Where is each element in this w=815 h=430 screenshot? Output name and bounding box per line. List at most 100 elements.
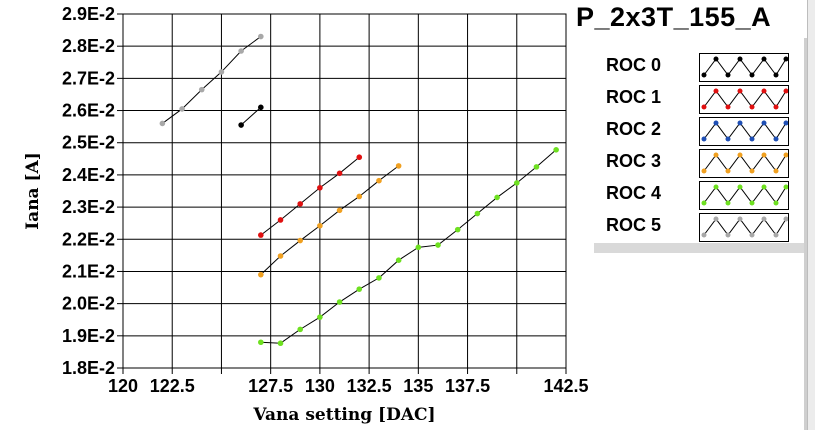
chart-title: P_2x3T_155_A <box>576 2 772 32</box>
series-line <box>260 165 399 276</box>
data-point <box>198 86 205 93</box>
legend-swatch-marker <box>713 216 719 222</box>
legend-swatch <box>699 181 789 210</box>
legend-swatch-marker <box>737 88 743 94</box>
legend-label: ROC 2 <box>606 119 662 139</box>
data-point <box>258 232 264 238</box>
y-axis-title: Iana [A] <box>23 152 43 230</box>
x-tick-label: 120 <box>108 376 138 396</box>
y-tick-label: 2.3E-2 <box>62 197 115 217</box>
legend-swatch-marker <box>749 104 755 110</box>
y-tick-label: 2.9E-2 <box>62 4 115 24</box>
legend-swatch-marker <box>725 136 731 142</box>
y-tick-label: 2.6E-2 <box>62 101 115 121</box>
data-point <box>474 210 481 217</box>
legend-label: ROC 5 <box>606 215 662 235</box>
legend-swatch-marker <box>783 56 789 62</box>
series-roc-5 <box>159 33 264 127</box>
data-point <box>258 271 264 278</box>
legend-swatch-marker <box>701 200 707 206</box>
data-point <box>533 164 540 170</box>
y-tick-label: 1.8E-2 <box>62 358 115 378</box>
x-tick-label: 135 <box>403 376 433 396</box>
data-point <box>395 257 402 263</box>
data-point <box>336 170 343 177</box>
data-point <box>179 106 185 112</box>
data-point <box>218 69 225 75</box>
legend-swatch <box>699 85 789 114</box>
legend-swatch-marker <box>749 136 755 142</box>
y-tick-label: 1.9E-2 <box>62 326 115 346</box>
legend-swatch-marker <box>761 184 767 190</box>
x-tick-label: 142.5 <box>543 376 588 396</box>
x-tick-label: 132.5 <box>347 376 392 396</box>
y-tick-label: 2.4E-2 <box>62 165 115 185</box>
data-point <box>277 340 284 347</box>
legend-swatch-marker <box>737 184 743 190</box>
legend-swatch-marker <box>701 136 707 142</box>
legend-swatch-marker <box>737 216 743 222</box>
legend-item-roc-1: ROC 1 <box>596 81 796 114</box>
legend-swatch-marker <box>713 152 719 158</box>
data-point <box>258 33 264 40</box>
data-point <box>553 147 559 153</box>
series-line <box>162 36 262 124</box>
x-tick-label: 122.5 <box>150 376 195 396</box>
legend-swatch-line <box>703 58 787 76</box>
data-point <box>376 177 382 184</box>
legend-item-roc-0: ROC 0 <box>596 49 796 82</box>
x-tick-label: 127.5 <box>248 376 293 396</box>
legend-swatch-marker <box>761 216 767 222</box>
legend-swatch-marker <box>761 88 767 94</box>
legend-scrollbar[interactable] <box>807 0 815 430</box>
legend-item-roc-3: ROC 3 <box>596 145 796 178</box>
legend-swatch-line <box>703 154 787 172</box>
data-point <box>258 339 264 346</box>
data-point <box>297 237 304 244</box>
legend-label: ROC 3 <box>606 151 662 171</box>
data-point <box>277 253 284 259</box>
legend-swatch-marker <box>749 72 755 78</box>
y-tick-label: 2.2E-2 <box>62 229 115 249</box>
legend-swatch-line <box>703 218 787 236</box>
legend-panel-edge <box>804 38 807 430</box>
legend-swatch-marker <box>761 56 767 62</box>
data-point <box>277 217 284 223</box>
legend-swatch <box>699 117 789 146</box>
legend-swatch-marker <box>701 104 707 110</box>
legend-label: ROC 0 <box>606 55 662 75</box>
legend-swatch-marker <box>761 152 767 158</box>
legend-item-roc-4: ROC 4 <box>596 177 796 210</box>
data-point <box>513 180 520 186</box>
y-tick-label: 2.5E-2 <box>62 133 115 153</box>
data-point <box>238 48 244 54</box>
plot-grid <box>122 13 567 369</box>
legend-label: ROC 1 <box>606 87 662 107</box>
data-point <box>395 163 402 169</box>
series-roc-1 <box>258 154 363 238</box>
legend-swatch-marker <box>725 200 731 206</box>
legend-item-roc-2: ROC 2 <box>596 113 796 146</box>
legend-panel-divider <box>594 243 804 253</box>
data-point <box>317 222 323 229</box>
series-roc-3 <box>258 163 402 278</box>
data-point <box>494 194 500 201</box>
data-point <box>238 122 244 128</box>
data-point <box>454 226 461 233</box>
y-tick-label: 2.8E-2 <box>62 36 115 56</box>
series-roc-4 <box>258 147 559 347</box>
legend-swatch-marker <box>725 232 731 238</box>
data-point <box>356 154 363 161</box>
y-tick-label: 2.1E-2 <box>62 261 115 281</box>
plot-area <box>122 13 567 369</box>
data-point <box>297 326 304 333</box>
x-tick-label: 137.5 <box>445 376 490 396</box>
axis-ticks: 120 122.5 127.5 130 132.5 135 137.5 142.5 1.8E-2… <box>62 4 589 396</box>
legend-label: ROC 4 <box>606 183 662 203</box>
legend-swatch-marker <box>773 104 779 110</box>
legend-swatch-marker <box>783 120 789 126</box>
legend-swatch-marker <box>713 56 719 62</box>
legend-item-roc-5: ROC 5 <box>596 209 796 242</box>
legend-swatch-marker <box>713 120 719 126</box>
